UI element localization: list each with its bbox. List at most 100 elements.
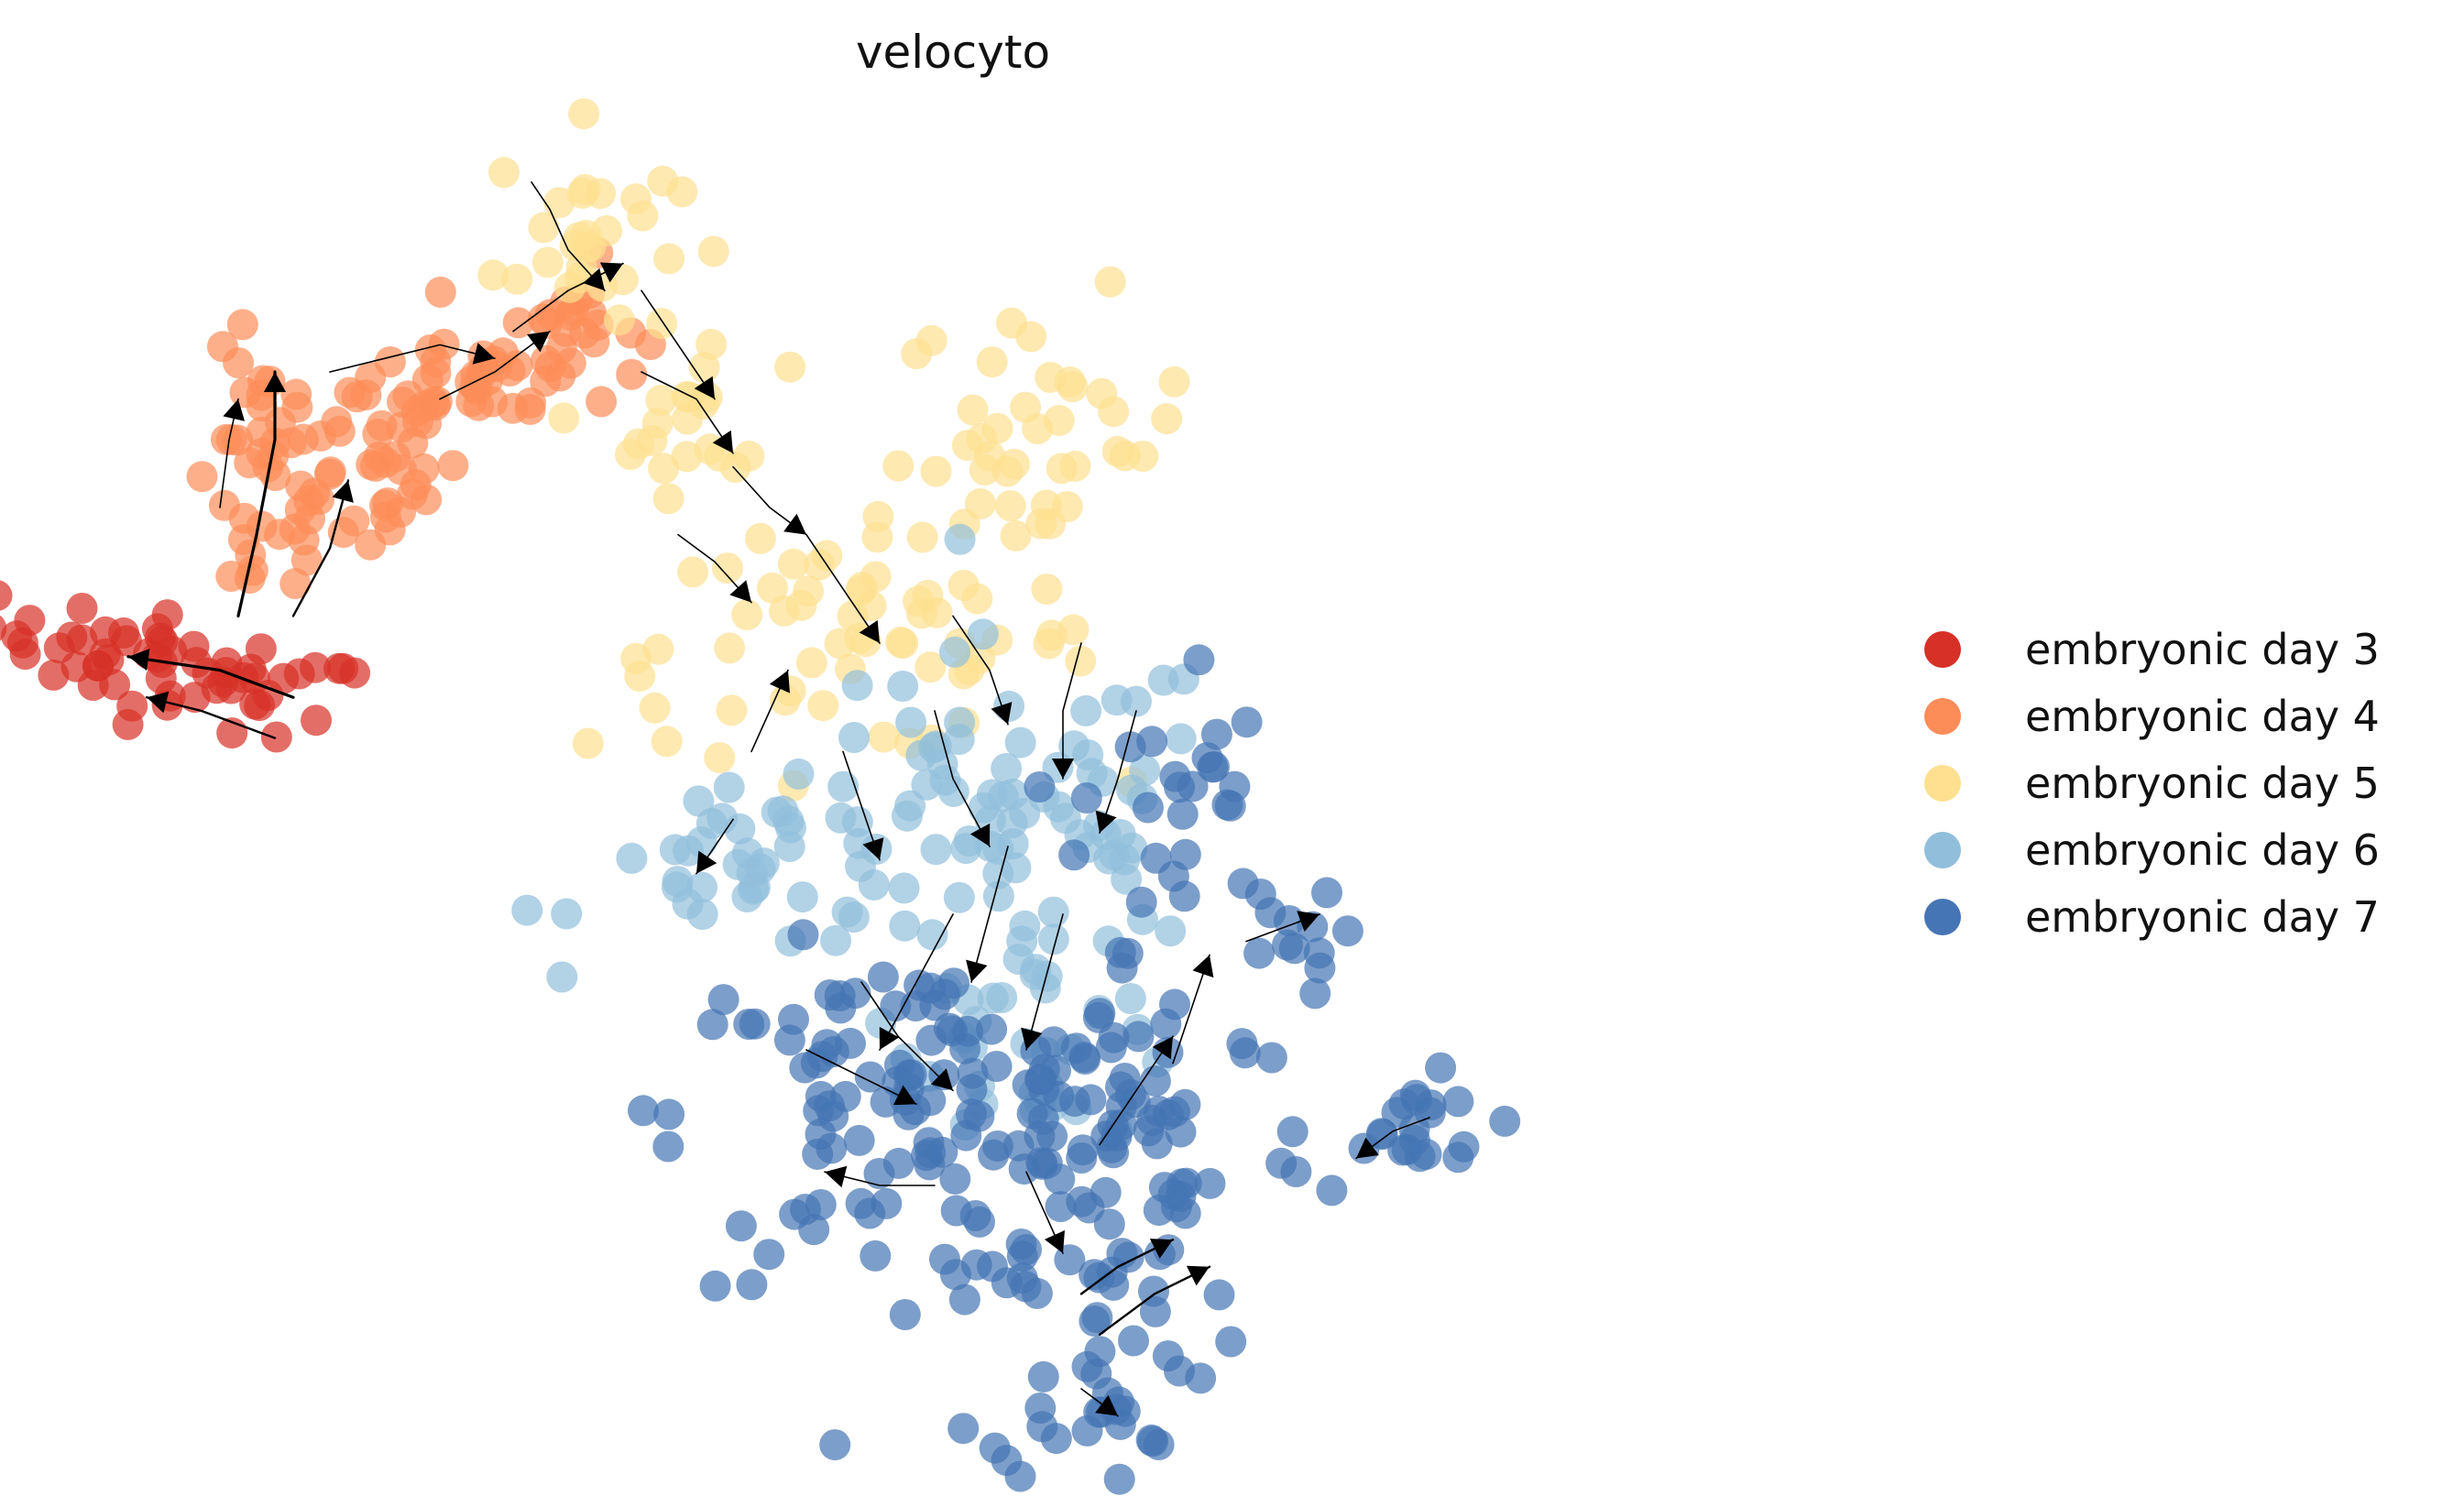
data-point	[1082, 1001, 1114, 1033]
data-point	[1398, 1113, 1430, 1145]
data-point	[893, 1059, 925, 1091]
data-point	[260, 721, 292, 753]
streamline-arrowhead	[696, 850, 717, 874]
data-point	[239, 688, 271, 720]
data-point	[1024, 771, 1056, 803]
data-point	[628, 1095, 659, 1127]
data-point	[215, 424, 247, 455]
data-point	[647, 165, 679, 197]
data-point	[501, 263, 533, 295]
data-point	[1037, 923, 1069, 955]
data-point	[546, 961, 578, 993]
data-point	[905, 739, 937, 771]
data-point	[1152, 1340, 1184, 1372]
data-point	[672, 403, 704, 435]
data-point	[9, 639, 41, 671]
data-point	[714, 632, 746, 664]
data-point	[677, 556, 709, 588]
streamline	[439, 330, 551, 400]
data-point	[748, 847, 780, 879]
data-point	[586, 386, 618, 418]
data-point	[548, 402, 580, 434]
legend-label: embryonic day 5	[2025, 758, 2380, 808]
data-point	[976, 346, 1008, 378]
data-point	[1098, 1137, 1130, 1169]
data-point	[653, 1098, 685, 1130]
data-point	[976, 1013, 1008, 1045]
streamline-arrowhead	[1152, 1036, 1173, 1060]
legend-swatch	[1924, 697, 1961, 735]
data-point	[1000, 519, 1032, 551]
data-point	[603, 304, 635, 336]
data-point	[843, 827, 875, 859]
data-point	[838, 722, 870, 753]
data-point	[887, 671, 919, 702]
data-point	[1101, 435, 1133, 467]
data-point	[502, 307, 534, 339]
data-point	[843, 1124, 875, 1156]
data-point	[920, 834, 952, 866]
streamline-arrowhead	[712, 430, 733, 453]
data-point	[1004, 726, 1036, 759]
streamline-arrowhead	[1297, 911, 1320, 932]
data-point	[236, 554, 268, 586]
data-point	[1160, 1191, 1192, 1223]
data-point	[1028, 1054, 1060, 1086]
data-point	[979, 1432, 1011, 1464]
data-point	[1054, 366, 1086, 398]
data-point	[616, 842, 648, 874]
data-point	[882, 450, 914, 482]
data-point	[369, 446, 401, 478]
data-point	[1215, 1326, 1247, 1358]
data-point	[991, 753, 1023, 784]
data-point	[969, 454, 1001, 486]
data-point	[1022, 413, 1054, 444]
data-point	[736, 1269, 768, 1301]
streamline-arrowhead	[930, 1068, 953, 1091]
data-point	[1155, 915, 1187, 947]
data-point	[1255, 1042, 1287, 1074]
data-point	[1489, 1105, 1521, 1137]
streamline-arrowhead	[1095, 1394, 1118, 1416]
data-point	[964, 1206, 995, 1238]
data-point	[920, 455, 952, 487]
data-point	[409, 390, 440, 422]
data-point	[939, 1259, 971, 1291]
data-point	[287, 423, 319, 455]
data-point	[860, 1239, 892, 1272]
data-point	[1425, 1052, 1457, 1084]
data-point	[807, 690, 839, 722]
data-point	[564, 262, 597, 293]
data-point	[1114, 983, 1146, 1014]
data-point	[1311, 877, 1342, 909]
data-point	[779, 1198, 811, 1230]
data-point	[615, 439, 646, 470]
data-point	[699, 1270, 731, 1302]
data-point	[1075, 1084, 1107, 1116]
data-point	[885, 626, 916, 658]
data-point	[895, 706, 927, 738]
data-point	[1272, 929, 1303, 961]
legend-label: embryonic day 6	[2025, 824, 2380, 875]
data-point	[1165, 723, 1197, 755]
data-point	[1118, 1325, 1149, 1357]
data-point	[186, 461, 218, 493]
data-point	[400, 469, 432, 501]
data-point	[179, 682, 211, 714]
data-point	[374, 346, 406, 377]
data-point	[688, 352, 720, 383]
data-point	[652, 483, 684, 515]
chart-title: velocyto	[855, 26, 1051, 79]
data-point	[1004, 1460, 1036, 1492]
data-point	[1035, 508, 1067, 540]
data-point	[704, 742, 736, 774]
data-point	[501, 350, 533, 382]
streamline-arrowhead	[1149, 1239, 1173, 1259]
data-point	[939, 636, 970, 668]
data-point	[1038, 1026, 1069, 1058]
data-point	[624, 661, 656, 692]
data-point	[279, 513, 311, 545]
data-point	[789, 1052, 821, 1084]
data-point	[980, 1051, 1013, 1082]
